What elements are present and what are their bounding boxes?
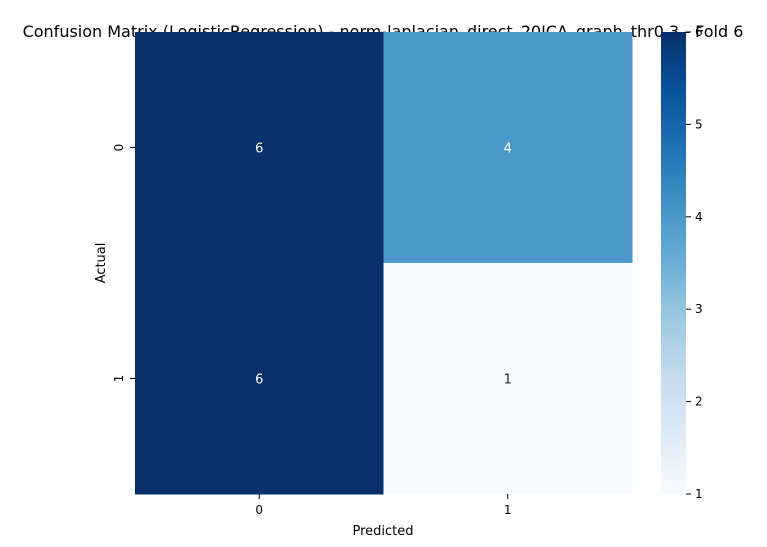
colorbar-tick-label: 4 (695, 210, 703, 224)
y-axis-label: Actual (94, 243, 109, 284)
heatmap-cell (135, 32, 384, 264)
y-axis-ticks: 01 (112, 144, 135, 383)
colorbar-tick-label: 1 (695, 487, 703, 501)
heatmap-cell (383, 263, 633, 495)
cell-value-label: 6 (255, 142, 263, 157)
colorbar-ticks: 1 2 3 4 5 6 (686, 25, 703, 501)
x-tick-label: 0 (255, 503, 263, 517)
y-tick-label: 0 (112, 144, 126, 152)
colorbar (661, 32, 686, 494)
heatmap-cell (135, 263, 384, 495)
colorbar-tick-label: 6 (695, 25, 703, 39)
x-axis-label: Predicted (352, 524, 413, 539)
colorbar-tick-label: 3 (695, 302, 703, 316)
cell-value-label: 1 (504, 373, 512, 388)
heatmap-cell (383, 32, 633, 264)
y-tick-label: 1 (112, 375, 126, 383)
heatmap-cells: 6 4 6 1 (135, 32, 633, 495)
colorbar-tick-label: 5 (695, 117, 703, 131)
cell-value-label: 4 (504, 142, 512, 157)
x-tick-label: 1 (504, 503, 512, 517)
colorbar-tick-label: 2 (695, 395, 703, 409)
cell-value-label: 6 (255, 373, 263, 388)
